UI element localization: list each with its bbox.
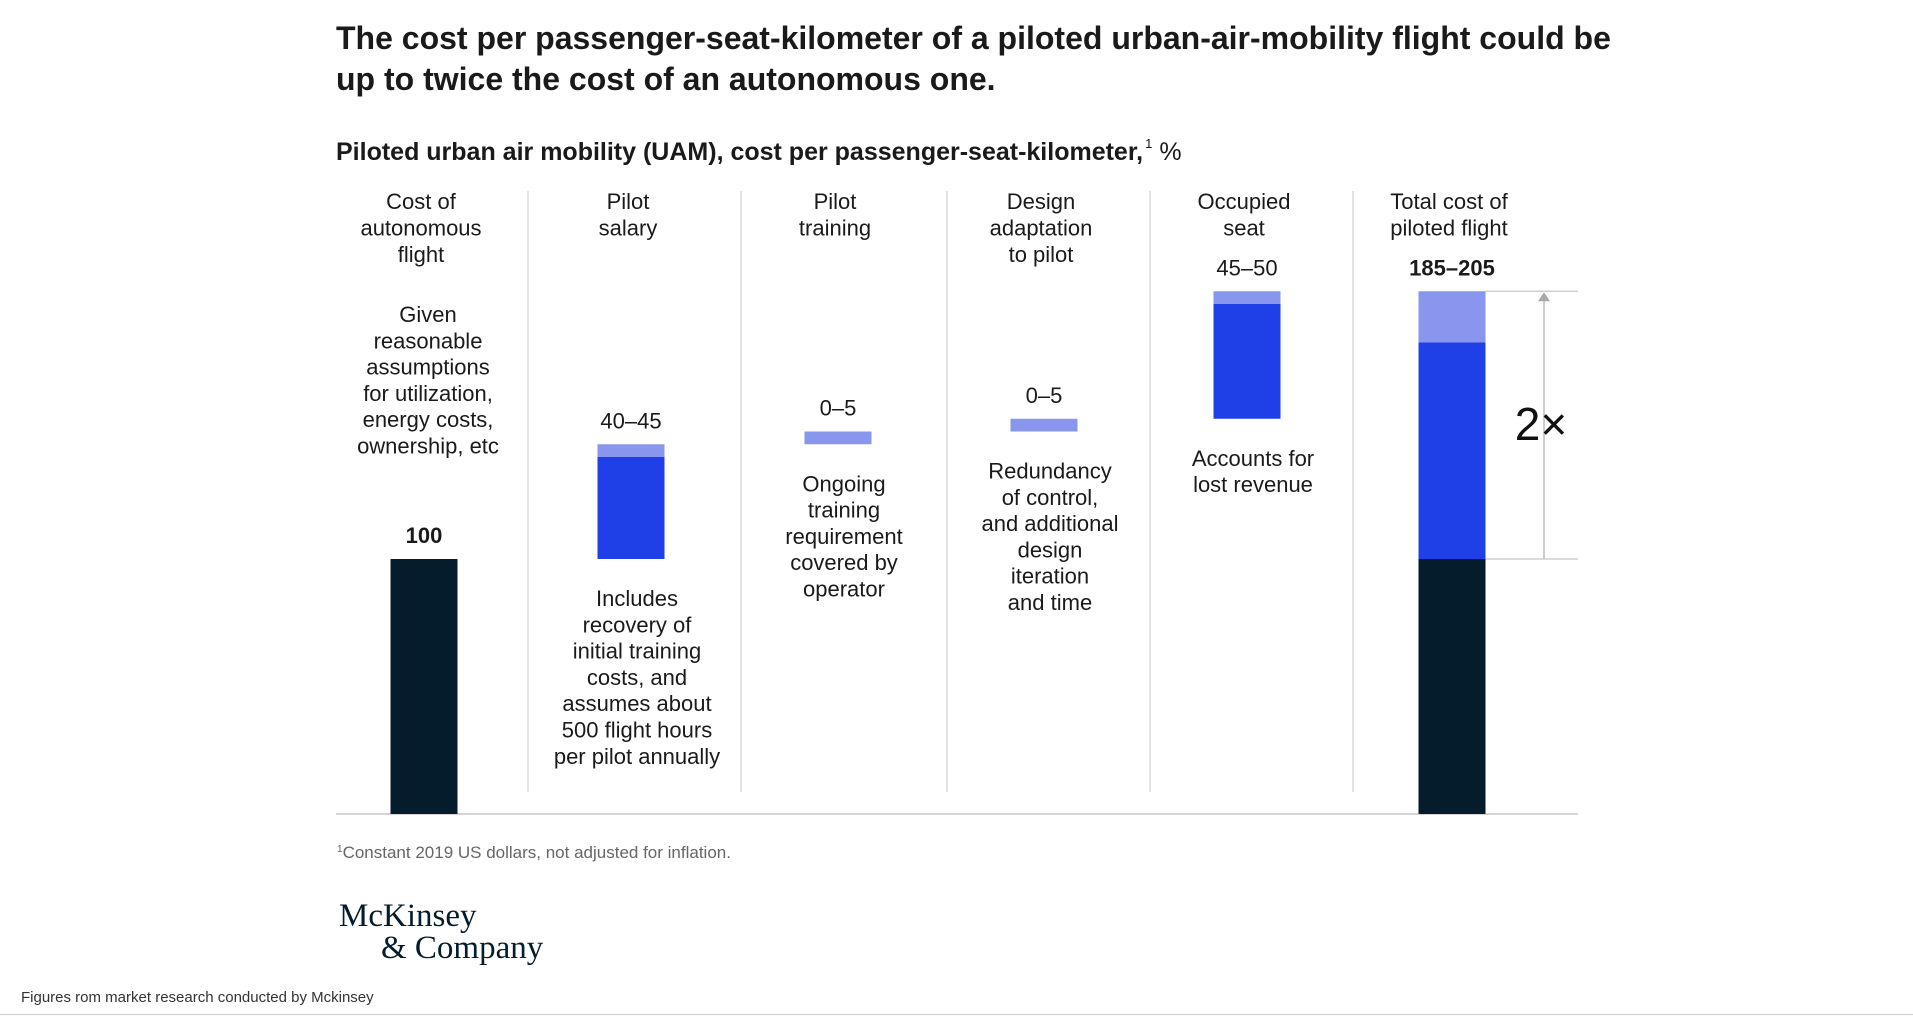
footnote-text: Constant 2019 US dollars, not adjusted f… bbox=[342, 843, 731, 862]
category-2-note: Includes recovery of initial training costs… bbox=[554, 586, 720, 769]
category-5-bar-range bbox=[1213, 291, 1281, 304]
annotation-multiplier: 2× bbox=[1515, 398, 1567, 450]
category-1-bar bbox=[390, 559, 458, 814]
category-5-note: Accounts for lost revenue bbox=[1192, 446, 1314, 497]
category-3-header: Pilot training bbox=[799, 189, 871, 241]
category-6-value-label: 185–205 bbox=[1409, 255, 1495, 280]
logo-line-1: McKinsey bbox=[339, 898, 477, 934]
category-4-note: Redundancy of control, and additional desig… bbox=[981, 459, 1118, 616]
category-3-note: Ongoing training requirement covered by oper… bbox=[785, 471, 902, 601]
category-6-header: Total cost of piloted flight bbox=[1390, 189, 1508, 241]
category-6-segment-3 bbox=[1418, 291, 1486, 343]
chart-title: The cost per passenger-seat-kilometer of… bbox=[336, 20, 1611, 97]
category-3-bar-range bbox=[804, 431, 872, 445]
category-6-segment-1 bbox=[1418, 559, 1486, 814]
footnote-marker: 1 bbox=[337, 844, 343, 855]
bottom-divider bbox=[0, 1014, 1913, 1015]
category-5-header: Occupied seat bbox=[1198, 189, 1291, 241]
footnote: 1Constant 2019 US dollars, not adjusted … bbox=[337, 843, 731, 863]
subtitle-unit: % bbox=[1159, 138, 1182, 166]
category-3-value-label: 0–5 bbox=[820, 396, 857, 421]
subtitle-footnote-marker: 1 bbox=[1145, 136, 1153, 151]
category-5-bar-base bbox=[1213, 304, 1281, 419]
category-6-segment-2 bbox=[1418, 342, 1486, 559]
mckinsey-logo: McKinsey & Company bbox=[339, 898, 544, 966]
category-2-header: Pilot salary bbox=[599, 189, 658, 241]
category-4-bar-range bbox=[1010, 418, 1078, 432]
source-note: Figures rom market research conducted by… bbox=[21, 989, 374, 1006]
logo-line-2: & Company bbox=[381, 930, 544, 966]
subtitle-text: Piloted urban air mobility (UAM), cost p… bbox=[336, 138, 1144, 166]
category-4-value-label: 0–5 bbox=[1026, 383, 1063, 408]
category-4-header: Design adaptation to pilot bbox=[990, 189, 1093, 267]
category-1-value-label: 100 bbox=[406, 523, 443, 548]
chart-subtitle: Piloted urban air mobility (UAM), cost p… bbox=[336, 136, 1182, 167]
category-2-bar-base bbox=[597, 457, 665, 559]
annotation-arrow-head bbox=[1538, 292, 1550, 302]
category-2-bar-range bbox=[597, 444, 665, 457]
category-1-note: Given reasonable assumptions for utilizatio… bbox=[357, 302, 499, 459]
category-5-value-label: 45–50 bbox=[1216, 255, 1277, 280]
category-1-header: Cost of autonomous flight bbox=[360, 189, 481, 267]
category-2-value-label: 40–45 bbox=[600, 408, 661, 433]
